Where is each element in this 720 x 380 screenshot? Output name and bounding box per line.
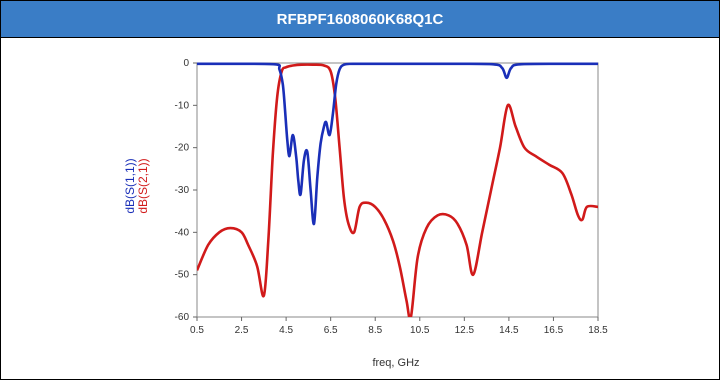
x-tick-label: 16.5 (544, 325, 564, 336)
y-tick-label: -10 (175, 100, 190, 111)
x-tick-label: 18.5 (588, 325, 608, 336)
x-tick-label: 8.5 (368, 325, 382, 336)
y-tick-label: -60 (175, 312, 190, 323)
legend-s11: dB(S(1,1)) (123, 158, 137, 213)
x-tick-label: 6.5 (324, 325, 338, 336)
y-tick-label: -20 (175, 143, 190, 154)
x-tick-label: 14.5 (499, 325, 519, 336)
series-s21-line (197, 63, 598, 317)
plot-area: 0.5 2.5 4.5 6.5 8.5 10.5 12.5 14.5 16.5 18.5 0 -10 -… (175, 58, 609, 336)
x-axis-label: freq, GHz (372, 357, 419, 369)
y-tick-label: -50 (175, 270, 190, 281)
y-tick-label: -40 (175, 227, 190, 238)
x-tick-label: 12.5 (455, 325, 475, 336)
x-tick-label: 2.5 (235, 325, 249, 336)
y-tick-label: 0 (183, 58, 189, 69)
plot-border (196, 62, 599, 318)
legend-s21: dB(S(2,1)) (136, 158, 150, 213)
x-tick-label: 0.5 (190, 325, 204, 336)
x-tick-label: 4.5 (279, 325, 293, 336)
chart-title: RFBPF1608060K68Q1C (1, 1, 719, 38)
y-tick-label: -30 (175, 185, 190, 196)
x-tick-label: 10.5 (410, 325, 430, 336)
series-s11-line (197, 62, 598, 226)
y-legend-labels: dB(S(1,1)) dB(S(2,1)) (123, 158, 150, 213)
